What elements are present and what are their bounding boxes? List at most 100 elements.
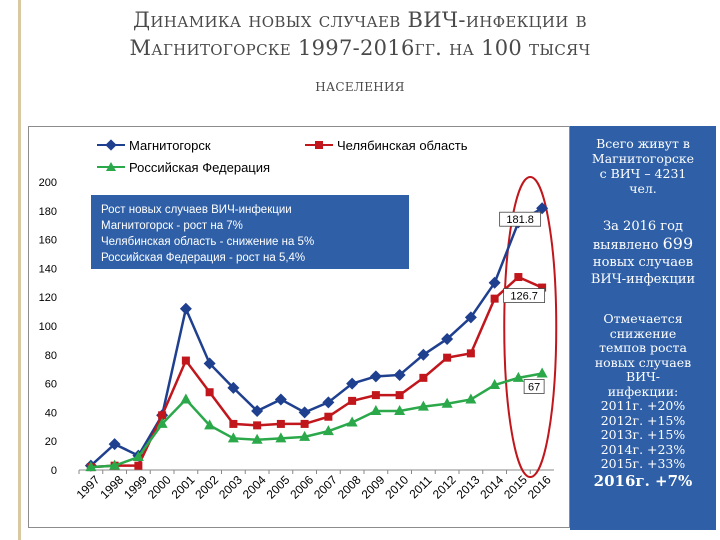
x-tick-label: 2002: [192, 473, 221, 502]
point-russia: [346, 416, 358, 427]
side-b3-line-3: темпов роста: [599, 340, 687, 355]
side-b2-line-4: ВИЧ-инфекции: [590, 272, 696, 287]
legend-marker-russia: [106, 162, 116, 171]
point-chelyabinsk: [538, 283, 547, 292]
x-tick-label: 2004: [240, 473, 269, 502]
point-magnitogorsk: [108, 438, 121, 451]
point-magnitogorsk: [369, 370, 382, 383]
side-b2-line-1: За 2016 год: [603, 219, 683, 234]
y-tick-label: 60: [45, 379, 57, 391]
x-tick-label: 2011: [406, 473, 434, 501]
side-b2-number: 699: [662, 234, 694, 253]
x-tick-label: 2005: [264, 473, 293, 502]
side-b3-line-7: 2011г. +20%: [600, 398, 686, 413]
x-tick-label: 1998: [97, 473, 126, 502]
point-chelyabinsk: [229, 419, 238, 428]
y-tick-label: 100: [39, 321, 57, 333]
y-tick-label: 40: [45, 407, 57, 419]
point-russia: [489, 379, 501, 390]
point-russia: [322, 425, 334, 436]
x-tick-label: 2010: [382, 473, 411, 502]
data-label: 126.7: [510, 291, 538, 303]
point-chelyabinsk: [443, 353, 452, 362]
point-russia: [299, 430, 311, 441]
growth-rate-block: Отмечается снижение темпов роста новых с…: [570, 311, 716, 488]
y-tick-label: 0: [51, 465, 57, 477]
x-tick-label: 2001: [169, 473, 198, 502]
side-info-panel: Всего живут в Магнитогорске с ВИЧ – 4231…: [570, 126, 716, 530]
point-chelyabinsk: [158, 411, 167, 420]
x-tick-label: 2014: [477, 473, 506, 502]
point-russia: [227, 432, 239, 443]
data-label: 67: [528, 382, 540, 394]
point-russia: [275, 432, 287, 443]
point-chelyabinsk: [419, 373, 428, 382]
point-chelyabinsk: [395, 391, 404, 400]
point-chelyabinsk: [300, 419, 309, 428]
point-chelyabinsk: [253, 421, 262, 430]
x-tick-label: 2003: [216, 473, 245, 502]
point-chelyabinsk: [276, 419, 285, 428]
side-b3-line-4: новых случаев: [594, 354, 692, 370]
y-tick-label: 140: [39, 263, 57, 275]
point-chelyabinsk: [466, 349, 475, 358]
living-with-hiv-block: Всего живут в Магнитогорске с ВИЧ – 4231…: [570, 136, 716, 196]
point-magnitogorsk: [179, 302, 192, 315]
point-magnitogorsk: [417, 348, 430, 361]
point-chelyabinsk: [514, 273, 523, 282]
point-magnitogorsk: [346, 377, 359, 390]
point-chelyabinsk: [134, 461, 143, 470]
point-russia: [156, 417, 168, 428]
legend-marker-magnitogorsk: [105, 139, 117, 151]
title-line-1: Динамика новых случаев ВИЧ-инфекции в: [133, 8, 587, 32]
x-tick-label: 2009: [359, 473, 388, 502]
x-tick-label: 2007: [311, 473, 340, 502]
point-russia: [465, 393, 477, 404]
point-magnitogorsk: [393, 368, 406, 381]
data-label-box: [499, 211, 542, 227]
point-russia: [441, 397, 453, 408]
series-line-0: [90, 207, 543, 467]
data-label-box: [503, 288, 546, 303]
x-tick-label: 1999: [121, 473, 150, 502]
side-b3-line-2: снижение: [609, 325, 677, 341]
highlight-ellipse: [503, 176, 558, 478]
series-line-1: [90, 275, 543, 469]
legend-label-magnitogorsk: Магнитогорск: [129, 138, 211, 153]
point-magnitogorsk: [227, 381, 240, 394]
data-label: 181.8: [506, 214, 534, 226]
point-chelyabinsk: [205, 388, 214, 397]
side-b3-line-5: ВИЧ-: [626, 369, 660, 384]
side-b1-line-3: с ВИЧ – 4231: [599, 166, 687, 181]
x-tick-label: 2008: [335, 473, 364, 502]
chart-frame: Магнитогорск Челябинская область Российс…: [28, 126, 570, 528]
annotation-box: [91, 195, 409, 269]
point-chelyabinsk: [181, 356, 190, 365]
point-russia: [132, 451, 144, 462]
point-chelyabinsk: [324, 412, 333, 421]
point-russia: [204, 419, 216, 430]
point-magnitogorsk: [298, 406, 311, 419]
side-b2-line-3: новых случаев: [592, 255, 694, 270]
annotation-line: Магнитогорск - рост на 7%: [101, 220, 243, 232]
y-tick-label: 200: [39, 177, 57, 189]
x-tick-label: 1997: [74, 473, 103, 502]
point-chelyabinsk: [348, 396, 357, 405]
point-russia: [370, 404, 382, 415]
chart-legend: Магнитогорск Челябинская область Российс…: [97, 138, 468, 175]
annotation-line: Челябинская область - снижение на 5%: [101, 236, 314, 248]
series-line-2: [90, 372, 543, 469]
side-b3-line-1: Отмечается: [603, 311, 683, 326]
legend-marker-chelyabinsk: [315, 141, 323, 149]
x-tick-label: 2013: [454, 473, 483, 502]
point-russia: [512, 371, 524, 382]
point-russia: [180, 393, 192, 404]
legend-label-russia: Российская Федерация: [129, 160, 270, 175]
y-tick-label: 180: [39, 206, 57, 218]
data-label-box: [523, 379, 545, 394]
slide-title: Динамика новых случаев ВИЧ-инфекции в Ма…: [40, 6, 680, 100]
y-tick-label: 80: [45, 350, 57, 362]
point-magnitogorsk: [488, 276, 501, 289]
side-b1-line-4: чел.: [629, 181, 657, 196]
side-b3-line-9: 2013г. +15%: [600, 427, 686, 442]
